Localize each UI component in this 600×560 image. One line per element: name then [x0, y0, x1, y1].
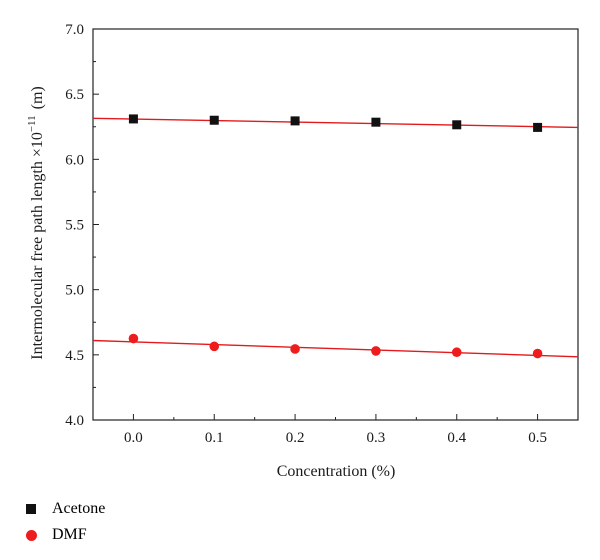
y-tick-label: 5.5 [65, 218, 84, 234]
legend-label-acetone: Acetone [52, 500, 106, 517]
x-tick-label: 0.1 [205, 430, 224, 446]
data-point [290, 116, 300, 126]
y-tick-label: 7.0 [65, 22, 84, 38]
plot-frame [92, 28, 579, 421]
y-axis-label-main: Intermolecular free path length ×10 [29, 132, 46, 360]
fit-lines [92, 117, 579, 358]
y-tick-label: 4.0 [65, 413, 84, 429]
data-point [209, 341, 220, 352]
data-point [533, 122, 543, 132]
y-axis-label: Intermolecular free path length ×10−11 (m… [26, 86, 46, 360]
fit-line [92, 117, 579, 129]
square-marker-icon [18, 504, 44, 514]
data-point [371, 346, 381, 356]
x-tick-label: 0.0 [124, 430, 143, 446]
y-tick-label: 4.5 [65, 348, 84, 364]
x-tick-label: 0.2 [286, 430, 305, 446]
data-point [532, 348, 543, 359]
data-point [128, 333, 139, 344]
y-axis-label-unit: (m) [29, 86, 46, 109]
y-tick-label: 6.5 [65, 87, 84, 103]
y-tick-label: 5.0 [65, 283, 84, 299]
x-tick-label: 0.4 [447, 430, 466, 446]
plot-axes [92, 28, 579, 421]
y-axis-label-exponent: −11 [26, 115, 38, 132]
legend-item-dmf: DMF [18, 522, 105, 548]
legend: Acetone DMF [18, 496, 105, 548]
data-point [128, 114, 138, 124]
fit-line [92, 339, 579, 358]
data-point [452, 120, 462, 130]
data-point [290, 344, 300, 354]
data-point [451, 347, 462, 358]
y-tick-label: 6.0 [65, 152, 84, 168]
x-axis-label: Concentration (%) [277, 463, 396, 480]
tick-labels: 0.0 0.1 0.2 0.3 0.4 0.5 4.0 4.5 5.0 5.5 6.0 6.5 7.0 [65, 22, 547, 446]
data-points [128, 114, 543, 359]
legend-label-dmf: DMF [52, 526, 87, 543]
data-point [371, 117, 381, 127]
circle-marker-icon [18, 529, 44, 541]
data-point [209, 115, 219, 125]
x-tick-label: 0.3 [367, 430, 386, 446]
x-tick-label: 0.5 [528, 430, 547, 446]
legend-item-acetone: Acetone [18, 496, 105, 522]
